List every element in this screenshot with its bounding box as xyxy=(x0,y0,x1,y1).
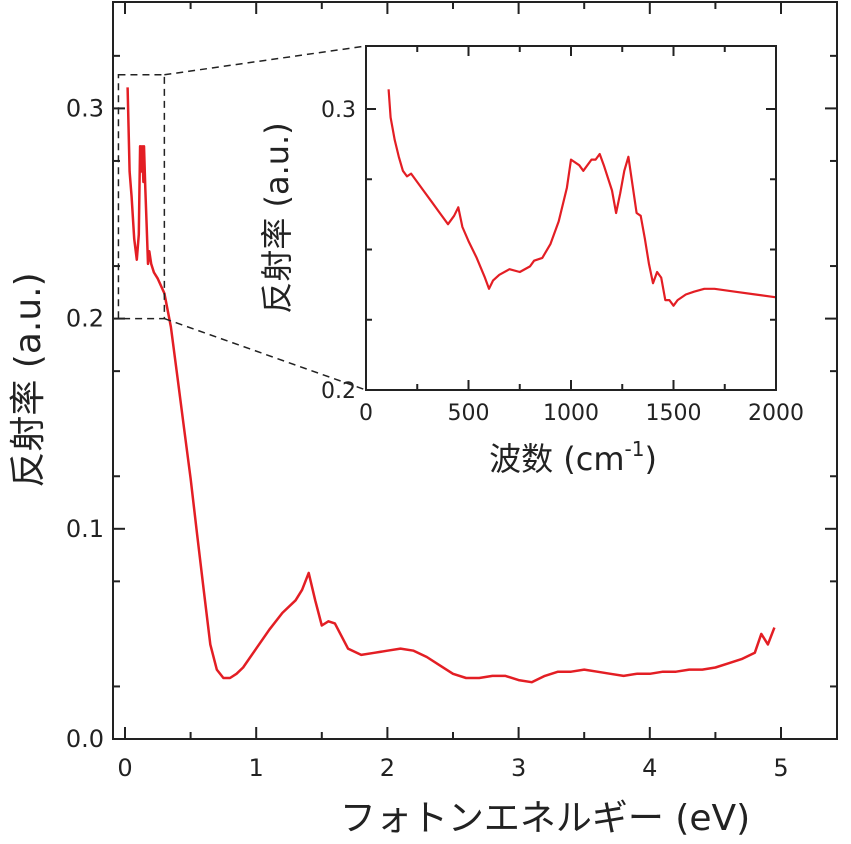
inset-x-axis-title: 波数 (cm-1) xyxy=(489,437,657,478)
x-tick-label: 4 xyxy=(642,754,657,782)
inset-series xyxy=(387,89,777,307)
main-x-axis-title: フォトンエネルギー (eV) xyxy=(340,798,750,839)
main-series xyxy=(126,87,776,684)
inset-ticks xyxy=(365,46,777,391)
reflectance-line xyxy=(126,87,776,684)
y-tick-label: 0.1 xyxy=(66,515,104,543)
inset-x-axis-title-main: 波数 (cm xyxy=(489,440,624,478)
zoom-region-box xyxy=(117,74,166,320)
y-tick-label: 0.0 xyxy=(66,725,104,753)
inset-x-tick-label: 1000 xyxy=(543,401,599,426)
inset-x-tick-label: 500 xyxy=(448,401,490,426)
x-tick-label: 2 xyxy=(380,754,395,782)
inset-y-tick-label: 0.3 xyxy=(321,98,356,123)
inset-y-axis-title: 反射率 (a.u.) xyxy=(258,122,296,313)
inset-x-axis-title-superscript: -1 xyxy=(625,437,645,461)
x-tick-label: 0 xyxy=(117,754,132,782)
main-y-axis-title: 反射率 (a.u.) xyxy=(8,272,49,487)
zoom-indicator xyxy=(117,45,367,391)
y-tick-label: 0.2 xyxy=(66,305,104,333)
inset-y-tick-label: 0.2 xyxy=(321,379,356,404)
main-tick-labels: 0 1 2 3 4 5 0.0 0.1 0.2 0.3 xyxy=(66,94,789,782)
x-tick-label: 1 xyxy=(249,754,264,782)
x-tick-label: 3 xyxy=(511,754,526,782)
inset-x-axis-title-close: ) xyxy=(644,440,656,478)
inset-background xyxy=(366,46,776,390)
zoom-connector-top xyxy=(164,45,367,76)
x-tick-label: 5 xyxy=(773,754,788,782)
inset-reflectance-line xyxy=(387,89,777,307)
inset-tick-labels: 0 500 1000 1500 2000 0.2 0.3 xyxy=(321,98,804,426)
inset-x-tick-label: 1500 xyxy=(646,401,702,426)
inset-x-tick-label: 2000 xyxy=(748,401,804,426)
y-tick-label: 0.3 xyxy=(66,94,104,122)
main-ticks xyxy=(113,2,837,740)
inset-x-tick-label: 0 xyxy=(359,401,373,426)
